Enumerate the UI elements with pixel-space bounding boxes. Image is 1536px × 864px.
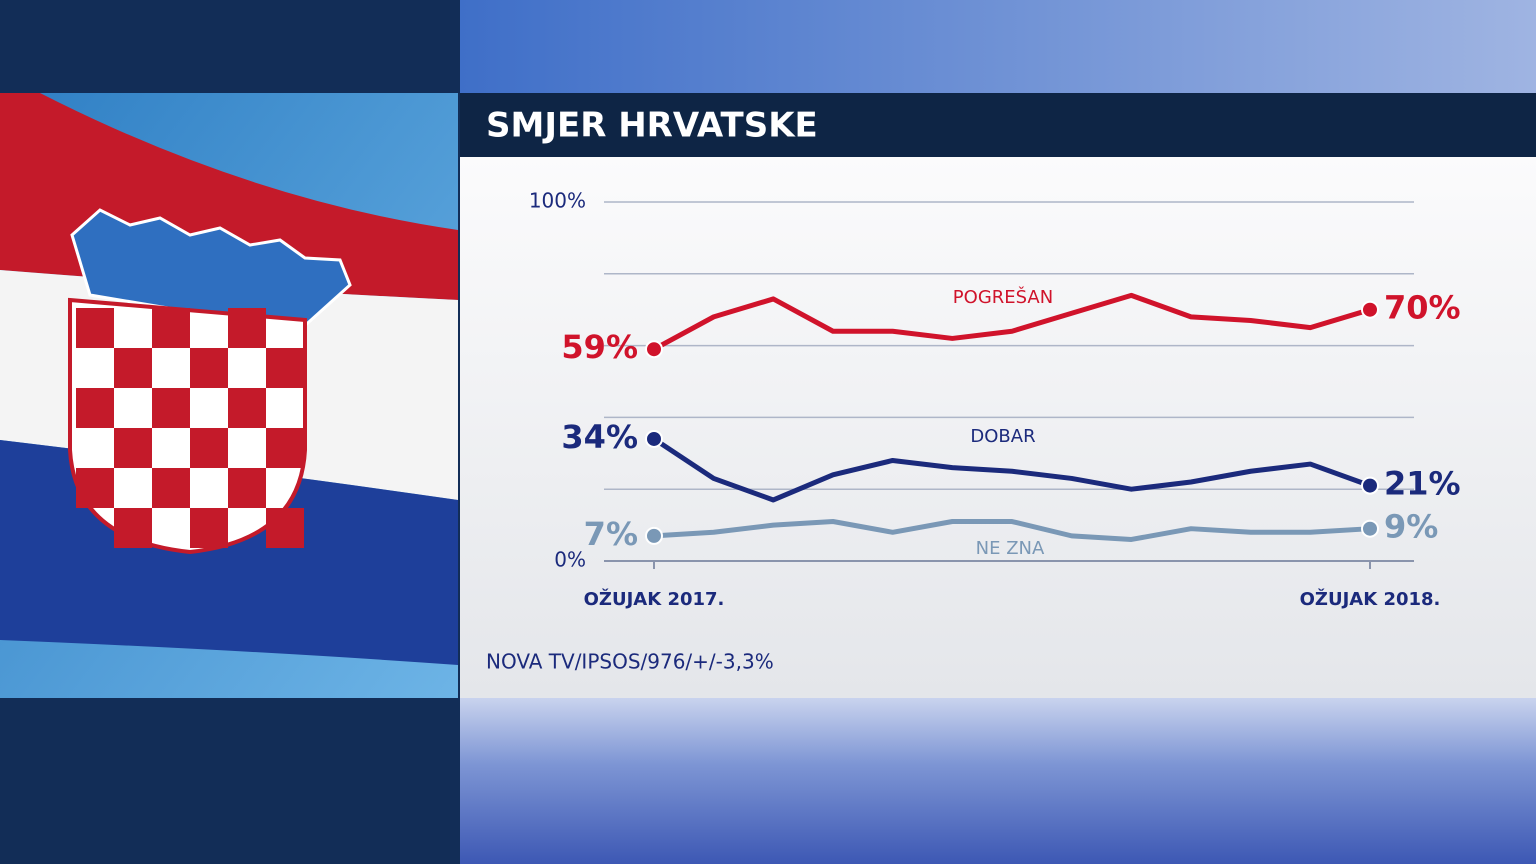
shield-square bbox=[266, 508, 304, 548]
shield-square bbox=[228, 308, 266, 348]
value-label: 59% bbox=[561, 328, 638, 366]
x-tick-label: OŽUJAK 2017. bbox=[584, 588, 725, 610]
data-point bbox=[1361, 519, 1379, 538]
series-label: NE ZNA bbox=[976, 538, 1045, 559]
shield-square bbox=[228, 468, 266, 508]
title-bar bbox=[460, 93, 1536, 157]
bottom-background bbox=[460, 698, 1536, 864]
shield-square bbox=[266, 428, 304, 468]
shield-square bbox=[190, 428, 228, 468]
data-point bbox=[645, 526, 663, 545]
shield-square bbox=[228, 388, 266, 428]
shield-square bbox=[152, 308, 190, 348]
shield-square bbox=[114, 508, 152, 548]
flag-shield bbox=[68, 297, 307, 555]
chart-panel bbox=[460, 157, 1536, 698]
value-label: 21% bbox=[1384, 465, 1461, 503]
flag-crown bbox=[70, 208, 352, 332]
shield-square bbox=[266, 348, 304, 388]
data-point bbox=[645, 429, 663, 448]
top-background bbox=[460, 0, 1536, 93]
source: NOVA TV/IPSOS/976/+/-3,3% bbox=[486, 650, 774, 674]
value-label: 9% bbox=[1384, 508, 1438, 546]
value-label: 34% bbox=[561, 418, 638, 456]
value-label: 70% bbox=[1384, 289, 1461, 327]
chart: 0% 100% OŽUJAK 2017. OŽUJAK 2018. POGREŠAN 59… bbox=[529, 189, 1461, 611]
shield-square bbox=[114, 348, 152, 388]
title: SMJER HRVATSKE bbox=[486, 106, 818, 146]
y-tick-label: 100% bbox=[529, 189, 586, 213]
y-tick-label: 0% bbox=[554, 548, 586, 572]
shield-square bbox=[152, 468, 190, 508]
shield-square bbox=[76, 388, 114, 428]
data-point bbox=[1361, 476, 1379, 495]
shield-square bbox=[152, 388, 190, 428]
shield-square bbox=[76, 468, 114, 508]
value-label: 7% bbox=[584, 515, 638, 553]
shield-square bbox=[190, 348, 228, 388]
series-line bbox=[652, 436, 1371, 503]
data-point bbox=[1361, 300, 1379, 319]
series-line bbox=[653, 519, 1371, 542]
series-label: POGREŠAN bbox=[953, 286, 1053, 308]
flag bbox=[0, 93, 458, 698]
series-label: DOBAR bbox=[970, 426, 1035, 447]
data-point bbox=[645, 340, 663, 359]
shield-square bbox=[114, 428, 152, 468]
shield-square bbox=[190, 508, 228, 548]
shield-square bbox=[76, 308, 114, 348]
x-tick-label: OŽUJAK 2018. bbox=[1300, 588, 1441, 610]
series-line bbox=[652, 292, 1371, 352]
